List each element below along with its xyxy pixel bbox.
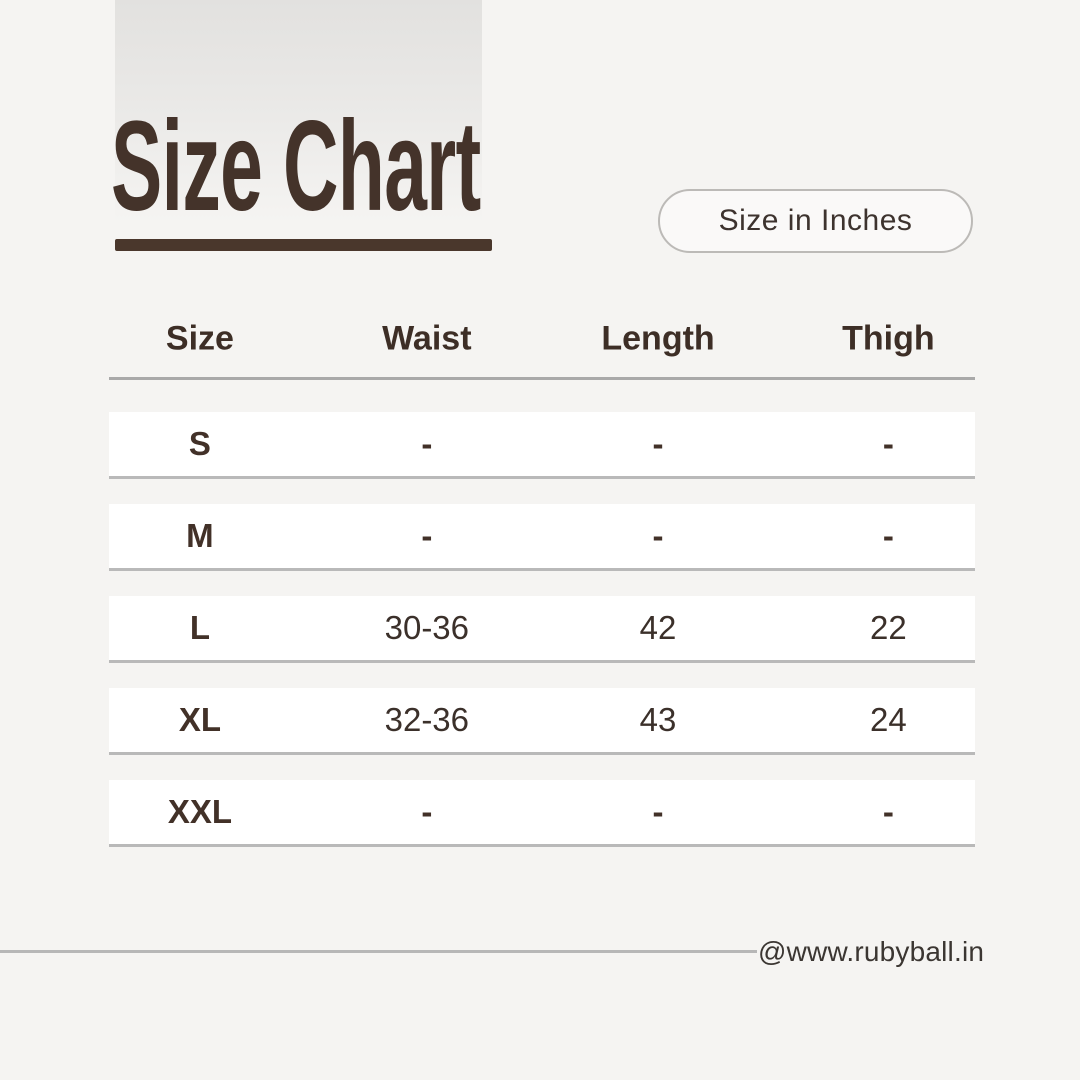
cell-waist: 30-36 xyxy=(384,609,470,646)
unit-badge-label: Size in Inches xyxy=(718,204,913,237)
cell-waist: - xyxy=(421,793,433,830)
column-header-length: Length xyxy=(601,319,715,358)
cell-thigh: - xyxy=(882,517,894,554)
row-size-label: XXL xyxy=(167,793,233,830)
cell-length: - xyxy=(652,425,664,462)
page-title: Size Chart xyxy=(111,95,481,238)
row-size-label: XL xyxy=(178,701,222,738)
header-divider xyxy=(109,377,975,380)
cell-waist: - xyxy=(421,425,433,462)
table-body: S - - - M - - - L 30-36 42 22 XL 32-36 43 24 XXL - - - xyxy=(109,412,975,872)
cell-length: - xyxy=(652,793,664,830)
table-row: L 30-36 42 22 xyxy=(109,596,975,663)
row-size-label: S xyxy=(188,425,211,462)
website-handle: @www.rubyball.in xyxy=(758,936,985,967)
cell-length: - xyxy=(652,517,664,554)
cell-thigh: 22 xyxy=(870,609,907,646)
footer-divider xyxy=(0,950,757,953)
column-header-size: Size xyxy=(165,319,234,358)
cell-thigh: - xyxy=(882,425,894,462)
cell-waist: 32-36 xyxy=(384,701,470,738)
cell-thigh: - xyxy=(882,793,894,830)
row-size-label: L xyxy=(189,609,211,646)
row-size-label: M xyxy=(186,517,214,554)
title-underline xyxy=(115,239,492,251)
table-header-row: Size Waist Length Thigh xyxy=(109,319,975,359)
unit-badge: Size in Inches xyxy=(658,189,973,253)
cell-waist: - xyxy=(421,517,433,554)
cell-length: 43 xyxy=(639,701,677,738)
cell-thigh: 24 xyxy=(870,701,907,738)
column-header-waist: Waist xyxy=(382,319,472,358)
table-row: M--- xyxy=(109,504,975,571)
table-row: S--- xyxy=(109,412,975,479)
header-gradient-block xyxy=(115,0,482,235)
table-row: XXL - - - xyxy=(109,780,975,847)
table-row: XL 32-36 43 24 xyxy=(109,688,975,755)
column-header-thigh: Thigh xyxy=(842,319,935,358)
cell-length: 42 xyxy=(639,609,677,646)
